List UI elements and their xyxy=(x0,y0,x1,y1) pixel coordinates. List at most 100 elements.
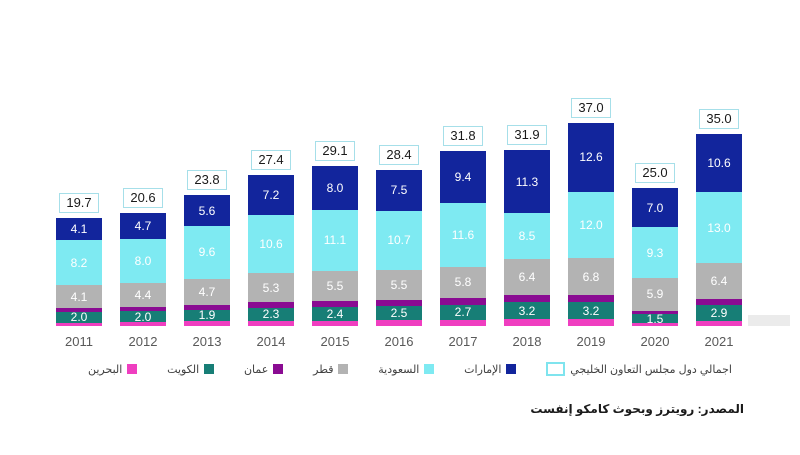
segment-عمان xyxy=(184,304,230,311)
total-value-label: 23.8 xyxy=(187,170,227,191)
segment-السعودية: 8.0 xyxy=(120,238,166,283)
segment-value-label: 9.6 xyxy=(198,245,216,260)
total-value-label: 35.0 xyxy=(699,108,739,129)
year-label-2019: 2019 xyxy=(576,334,606,349)
segment-الإمارات: 8.0 xyxy=(312,165,358,210)
legend-label: الإمارات xyxy=(464,363,502,376)
segment-value-label: 12.6 xyxy=(579,150,603,165)
segment-عمان xyxy=(120,306,166,312)
bar-2018: 31.9 11.3 8.5 6.4 3.2 xyxy=(504,125,550,326)
bar-stack: 7.5 10.7 5.5 2.5 xyxy=(376,169,422,326)
segment-البحرين xyxy=(696,320,742,326)
year-label-2017: 2017 xyxy=(448,334,478,349)
bar-2013: 23.8 5.6 9.6 4.7 1.9 xyxy=(184,170,230,326)
segment-قطر: 6.8 xyxy=(568,257,614,296)
segment-السعودية: 9.6 xyxy=(184,225,230,279)
segment-value-label: 11.6 xyxy=(451,227,475,242)
segment-value-label: 4.1 xyxy=(70,222,88,237)
segment-value-label: 13.0 xyxy=(707,220,731,235)
segment-عمان xyxy=(440,298,486,306)
legend-label: عمان xyxy=(243,363,269,376)
segment-السعودية: 9.3 xyxy=(632,226,678,279)
segment-value-label: 10.6 xyxy=(259,237,283,252)
segment-السعودية: 12.0 xyxy=(568,191,614,258)
segment-الإمارات: 10.6 xyxy=(696,133,742,192)
legend-swatch-icon xyxy=(506,364,517,374)
segment-عمان xyxy=(248,302,294,308)
segment-عمان xyxy=(56,307,102,312)
segment-الكويت: 2.5 xyxy=(376,306,422,320)
segment-value-label: 5.8 xyxy=(454,275,472,290)
segment-الإمارات: 7.5 xyxy=(376,169,422,211)
segment-value-label: 7.0 xyxy=(646,200,664,215)
bar-2011: 19.7 4.1 8.2 4.1 2.0 xyxy=(56,192,102,326)
segment-value-label: 3.2 xyxy=(518,303,536,318)
legend-item-البحرين: البحرين xyxy=(88,363,138,376)
segment-قطر: 4.7 xyxy=(184,278,230,305)
segment-قطر: 4.4 xyxy=(120,282,166,307)
legend-item-الإمارات: الإمارات xyxy=(464,363,517,376)
segment-value-label: 6.8 xyxy=(582,269,600,284)
legend-item-اجمالي دول مجلس التعاون الخليجي: اجمالي دول مجلس التعاون الخليجي xyxy=(546,362,732,376)
bar-stack: 11.3 8.5 6.4 3.2 xyxy=(504,150,550,326)
legend-swatch-icon xyxy=(546,362,566,376)
legend-label: البحرين xyxy=(88,363,123,376)
year-label-2012: 2012 xyxy=(128,334,158,349)
segment-الكويت: 2.4 xyxy=(312,307,358,321)
bar-stack: 4.1 8.2 4.1 2.0 xyxy=(56,217,102,326)
bar-stack: 7.0 9.3 5.9 1.5 xyxy=(632,188,678,326)
segment-السعودية: 10.7 xyxy=(376,210,422,270)
segment-عمان xyxy=(568,295,614,302)
segment-الكويت: 2.3 xyxy=(248,307,294,322)
year-label-2014: 2014 xyxy=(256,334,286,349)
segment-الإمارات: 9.4 xyxy=(440,151,486,203)
segment-الكويت: 1.5 xyxy=(632,311,678,326)
total-value-label: 37.0 xyxy=(571,97,611,118)
legend-label: الكويت xyxy=(167,363,200,376)
segment-البحرين xyxy=(440,319,486,326)
segment-value-label: 4.1 xyxy=(70,289,88,304)
segment-value-label: 4.7 xyxy=(134,218,152,233)
bar-stack: 10.6 13.0 6.4 2.9 xyxy=(696,133,742,326)
segment-value-label: 8.5 xyxy=(518,229,536,244)
total-value-label: 25.0 xyxy=(635,163,675,184)
segment-قطر: 5.5 xyxy=(312,270,358,302)
legend-label: السعودية xyxy=(378,363,420,376)
year-label-2011: 2011 xyxy=(65,334,93,349)
segment-السعودية: 8.2 xyxy=(56,240,102,286)
segment-عمان xyxy=(376,300,422,307)
segment-value-label: 8.0 xyxy=(134,253,152,268)
segment-البحرين xyxy=(312,320,358,326)
bar-stack: 7.2 10.6 5.3 2.3 xyxy=(248,175,294,326)
segment-value-label: 9.3 xyxy=(646,245,664,260)
segment-الإمارات: 7.0 xyxy=(632,188,678,227)
year-label-2020: 2020 xyxy=(640,334,670,349)
source-note: المصدر: رويترز وبحوث كامكو إنفست xyxy=(530,402,744,416)
segment-value-label: 5.3 xyxy=(262,280,280,295)
segment-value-label: 8.0 xyxy=(326,180,344,195)
segment-value-label: 5.5 xyxy=(390,277,408,292)
segment-الكويت: 2.0 xyxy=(120,309,166,324)
legend-swatch-icon xyxy=(204,364,215,374)
segment-value-label: 11.1 xyxy=(323,233,347,248)
segment-value-label: 4.7 xyxy=(198,284,216,299)
segment-عمان xyxy=(312,301,358,308)
legend-swatch-icon xyxy=(273,364,284,374)
segment-قطر: 6.4 xyxy=(504,259,550,295)
segment-الإمارات: 12.6 xyxy=(568,122,614,192)
segment-value-label: 2.0 xyxy=(134,309,152,324)
segment-value-label: 10.6 xyxy=(707,155,731,170)
segment-value-label: 8.2 xyxy=(70,255,88,270)
segment-value-label: 2.9 xyxy=(710,305,728,320)
year-label-2015: 2015 xyxy=(320,334,350,349)
segment-الإمارات: 5.6 xyxy=(184,195,230,226)
segment-value-label: 2.3 xyxy=(262,307,280,322)
legend-item-قطر: قطر xyxy=(313,363,349,376)
bar-2014: 27.4 7.2 10.6 5.3 2.3 xyxy=(248,150,294,326)
segment-value-label: 1.5 xyxy=(646,311,664,326)
segment-value-label: 10.7 xyxy=(387,233,411,248)
segment-value-label: 3.2 xyxy=(582,303,600,318)
segment-الكويت: 1.9 xyxy=(184,309,230,321)
bar-stack: 9.4 11.6 5.8 2.7 xyxy=(440,151,486,326)
segment-البحرين xyxy=(568,319,614,326)
